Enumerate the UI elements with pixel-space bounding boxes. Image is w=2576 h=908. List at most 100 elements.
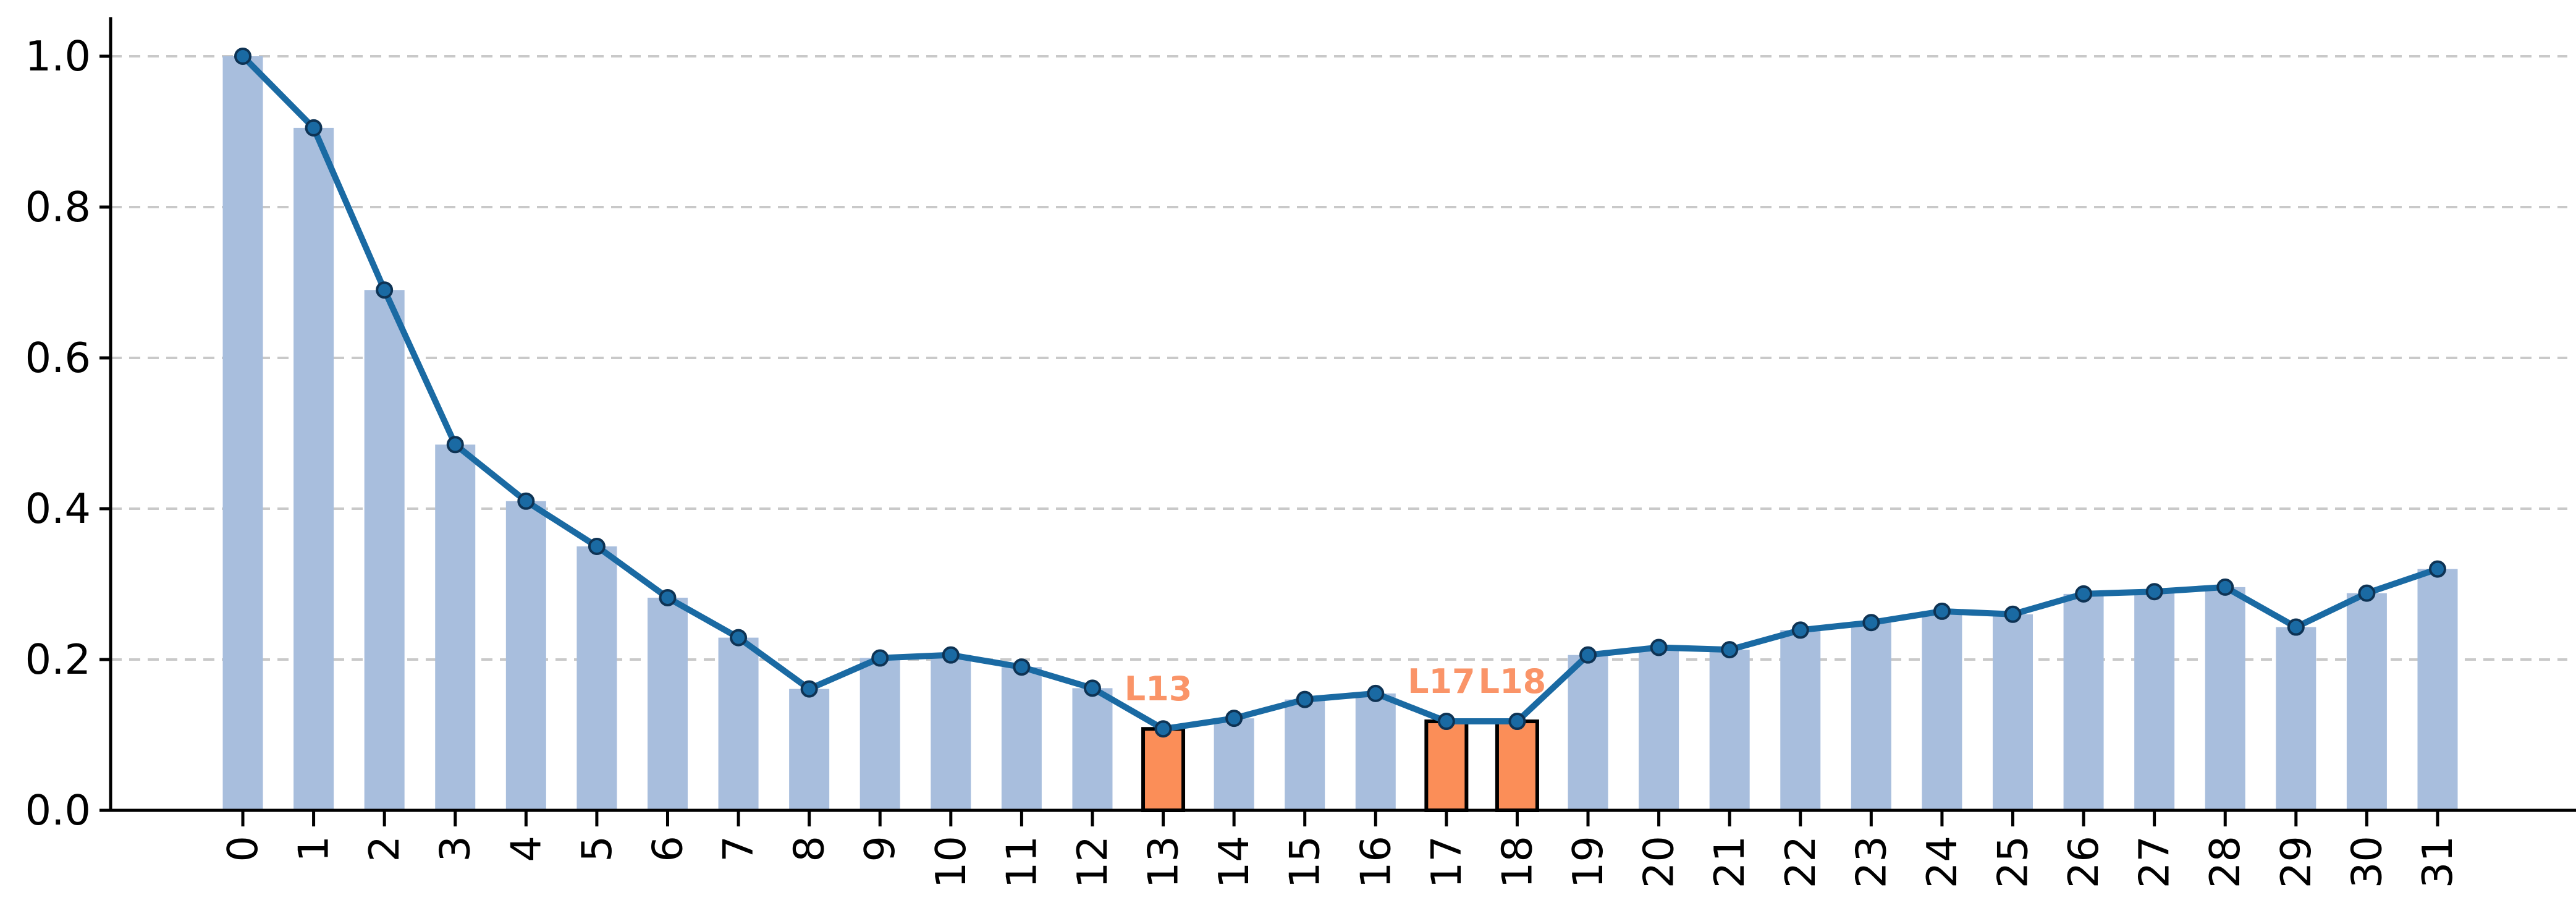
data-point-marker xyxy=(1933,602,1951,620)
data-point-marker xyxy=(1508,713,1526,731)
bar-highlighted xyxy=(1495,719,1539,813)
bar xyxy=(931,655,971,810)
bar xyxy=(1709,650,1750,810)
bar xyxy=(2205,587,2245,810)
x-axis-tick-label: 1 xyxy=(290,836,338,862)
y-axis-tick-label: 0.8 xyxy=(25,183,91,231)
data-point-marker xyxy=(659,588,677,606)
bar-annotation-label: L18 xyxy=(1479,662,1547,701)
data-point-marker xyxy=(1791,621,1809,639)
bar xyxy=(1780,630,1821,810)
bar xyxy=(859,658,900,810)
data-point-marker xyxy=(446,436,464,454)
bar xyxy=(647,597,688,810)
x-axis-tick-label: 29 xyxy=(2272,836,2320,888)
data-point-marker xyxy=(1083,679,1101,697)
data-point-marker xyxy=(1862,614,1880,632)
bar xyxy=(2134,592,2175,810)
data-point-marker xyxy=(517,492,535,510)
bar xyxy=(1639,647,1679,810)
x-axis-tick-label: 13 xyxy=(1139,836,1188,888)
x-axis-tick-label: 20 xyxy=(1635,836,1683,888)
bar xyxy=(789,689,830,810)
x-axis-tick-label: 12 xyxy=(1068,836,1117,888)
x-axis-tick-label: 28 xyxy=(2201,836,2249,888)
bar xyxy=(222,56,263,810)
bar xyxy=(2276,627,2316,810)
bar-annotation-label: L17 xyxy=(1408,662,1476,701)
bar xyxy=(435,444,476,810)
data-point-marker xyxy=(2075,585,2093,603)
x-axis-tick-label: 15 xyxy=(1281,836,1329,888)
data-point-marker xyxy=(1579,646,1597,664)
bar xyxy=(1922,611,1962,810)
bar xyxy=(1851,622,1891,810)
data-point-marker xyxy=(2145,583,2163,601)
bar xyxy=(505,501,546,810)
y-axis-tick-label: 0.0 xyxy=(25,786,91,834)
x-axis-tick-label: 16 xyxy=(1351,836,1400,888)
bar-highlighted xyxy=(1424,719,1469,813)
data-point-marker xyxy=(800,680,818,698)
x-axis-tick-label: 18 xyxy=(1493,836,1541,888)
data-point-marker xyxy=(1013,658,1031,676)
x-axis-tick-label: 8 xyxy=(785,836,834,862)
x-axis-tick-label: 9 xyxy=(856,836,904,862)
x-axis-tick-label: 25 xyxy=(1989,836,2037,888)
x-axis-tick-label: 19 xyxy=(1564,836,1612,888)
data-point-marker xyxy=(1437,713,1455,731)
y-axis-tick-label: 0.4 xyxy=(25,485,91,533)
bar xyxy=(576,546,617,810)
y-axis-tick-label: 0.6 xyxy=(25,334,91,382)
bar xyxy=(2063,593,2104,810)
y-axis-tick-label: 0.2 xyxy=(25,635,91,684)
x-axis-tick-label: 3 xyxy=(431,836,479,862)
x-axis-tick-label: 22 xyxy=(1776,836,1825,888)
bar xyxy=(1568,655,1608,810)
data-point-marker xyxy=(305,119,323,137)
x-axis-tick-label: 27 xyxy=(2130,836,2179,888)
data-point-marker xyxy=(588,538,606,555)
x-axis-tick-label: 14 xyxy=(1210,836,1258,888)
x-axis-tick-label: 17 xyxy=(1422,836,1471,888)
data-point-marker xyxy=(234,48,251,65)
x-axis-tick-label: 26 xyxy=(2059,836,2108,888)
x-axis-tick-label: 2 xyxy=(360,836,408,862)
trend-line xyxy=(240,53,2441,732)
bar xyxy=(2417,569,2458,810)
data-point-marker xyxy=(942,646,960,664)
data-point-marker xyxy=(1650,639,1668,656)
x-axis-tick-label: 21 xyxy=(1705,836,1754,888)
bar xyxy=(1214,718,1254,810)
data-point-marker xyxy=(1367,684,1385,702)
data-point-marker xyxy=(2004,605,2022,623)
y-axis-tick-label: 1.0 xyxy=(25,32,91,80)
data-point-marker xyxy=(1225,710,1243,728)
data-point-marker xyxy=(2287,618,2305,636)
data-point-marker xyxy=(2428,560,2446,578)
data-point-marker xyxy=(376,281,394,299)
x-axis-tick-label: 30 xyxy=(2342,836,2391,888)
x-axis-tick-label: 31 xyxy=(2413,836,2462,888)
bar xyxy=(2346,593,2387,810)
data-point-marker xyxy=(871,649,889,667)
data-point-marker xyxy=(2216,578,2234,596)
data-point-marker xyxy=(730,629,748,647)
bar xyxy=(364,290,405,810)
data-point-marker xyxy=(1296,690,1314,708)
bar xyxy=(718,637,759,810)
x-axis-tick-label: 7 xyxy=(714,836,762,862)
x-axis-tick-label: 24 xyxy=(1918,836,1966,888)
bar xyxy=(293,127,334,810)
bar xyxy=(1001,667,1042,810)
bar-highlighted xyxy=(1141,727,1186,812)
bar xyxy=(1072,688,1113,810)
x-axis-tick-label: 6 xyxy=(643,836,691,862)
x-axis-tick-label: 5 xyxy=(573,836,621,862)
x-axis-tick-label: 0 xyxy=(219,836,267,862)
bar xyxy=(1355,693,1396,810)
x-axis-tick-label: 10 xyxy=(927,836,975,888)
data-point-marker xyxy=(1721,641,1739,659)
